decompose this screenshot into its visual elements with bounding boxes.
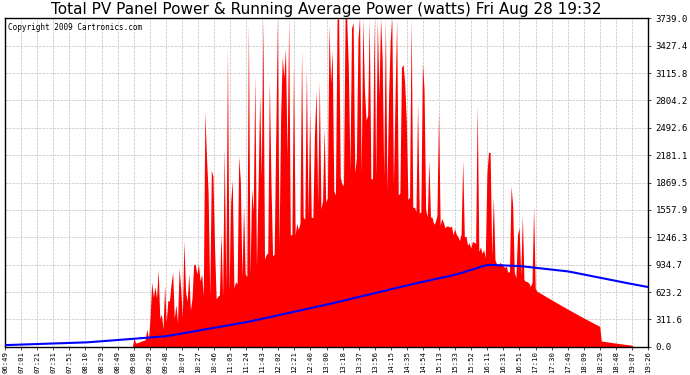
Title: Total PV Panel Power & Running Average Power (watts) Fri Aug 28 19:32: Total PV Panel Power & Running Average P… (51, 2, 602, 17)
Text: Copyright 2009 Cartronics.com: Copyright 2009 Cartronics.com (8, 23, 142, 32)
